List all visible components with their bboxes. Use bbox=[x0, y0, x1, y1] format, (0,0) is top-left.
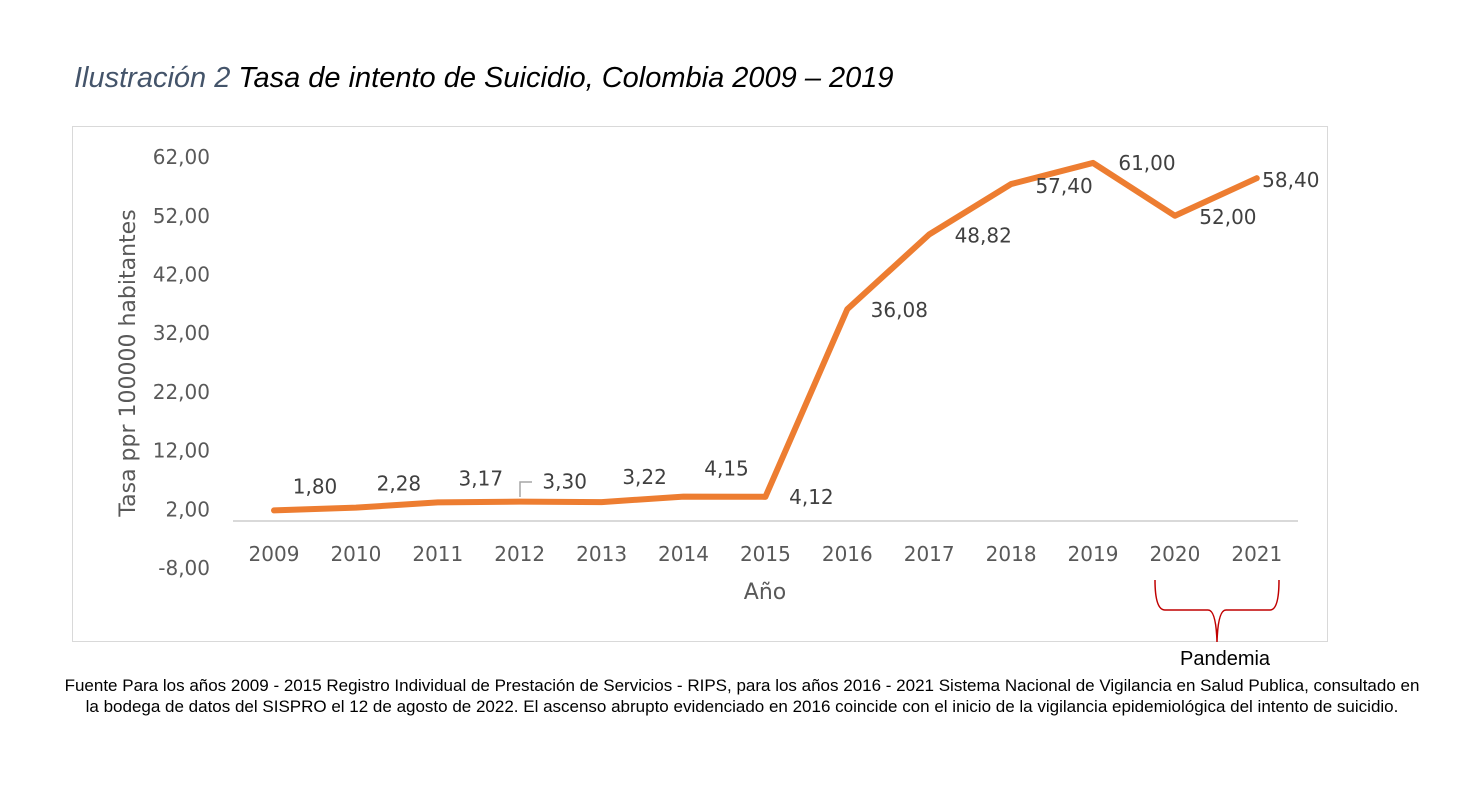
x-tick-label: 2009 bbox=[249, 542, 300, 566]
x-tick-label: 2013 bbox=[576, 542, 627, 566]
data-label-2020: 52,00 bbox=[1199, 205, 1256, 229]
y-tick-label: 12,00 bbox=[153, 439, 210, 463]
data-label-2012: 3,30 bbox=[542, 470, 587, 494]
data-label-2014: 4,15 bbox=[704, 457, 749, 481]
y-tick-label: -8,00 bbox=[158, 556, 210, 580]
x-tick-label: 2018 bbox=[986, 542, 1037, 566]
x-tick-label: 2015 bbox=[740, 542, 791, 566]
x-tick-label: 2020 bbox=[1149, 542, 1200, 566]
y-tick-label: 22,00 bbox=[153, 380, 210, 404]
x-tick-label: 2014 bbox=[658, 542, 709, 566]
chart-area bbox=[72, 126, 1328, 642]
data-label-2010: 2,28 bbox=[377, 472, 422, 496]
data-label-2013: 3,22 bbox=[622, 465, 667, 489]
figure-title-text: Tasa de intento de Suicidio, Colombia 20… bbox=[238, 62, 894, 94]
y-tick-label: 2,00 bbox=[165, 497, 210, 521]
x-tick-label: 2010 bbox=[330, 542, 381, 566]
figure-number: Ilustración 2 bbox=[74, 62, 231, 94]
y-tick-label: 42,00 bbox=[153, 262, 210, 286]
data-label-2017: 48,82 bbox=[955, 223, 1012, 247]
y-tick-label: 32,00 bbox=[153, 321, 210, 345]
data-label-2021: 58,40 bbox=[1262, 168, 1319, 192]
data-label-2018: 57,40 bbox=[1035, 174, 1092, 198]
data-label-2019: 61,00 bbox=[1118, 151, 1175, 175]
data-label-2015: 4,12 bbox=[789, 485, 834, 509]
x-tick-label: 2019 bbox=[1068, 542, 1119, 566]
source-note: Fuente Para los años 2009 - 2015 Registr… bbox=[64, 676, 1420, 716]
x-tick-label: 2017 bbox=[904, 542, 955, 566]
x-tick-label: 2021 bbox=[1231, 542, 1282, 566]
series-line bbox=[271, 159, 1260, 514]
x-tick-label: 2011 bbox=[412, 542, 463, 566]
x-tick-label: 2016 bbox=[822, 542, 873, 566]
y-axis-title: Tasa ppr 100000 habitantes bbox=[116, 209, 141, 517]
x-tick-label: 2012 bbox=[494, 542, 545, 566]
data-label-2009: 1,80 bbox=[293, 474, 338, 498]
pandemia-annotation: Pandemia bbox=[1180, 648, 1271, 670]
data-label-2011: 3,17 bbox=[459, 466, 504, 490]
y-tick-label: 52,00 bbox=[153, 204, 210, 228]
figure-title: Ilustración 2 Tasa de intento de Suicidi… bbox=[74, 62, 894, 95]
leader-line-2012 bbox=[519, 481, 532, 497]
y-tick-label: 62,00 bbox=[153, 145, 210, 169]
data-label-2016: 36,08 bbox=[871, 298, 928, 322]
x-axis-title: Año bbox=[744, 580, 786, 605]
pandemia-brace bbox=[1154, 579, 1280, 643]
